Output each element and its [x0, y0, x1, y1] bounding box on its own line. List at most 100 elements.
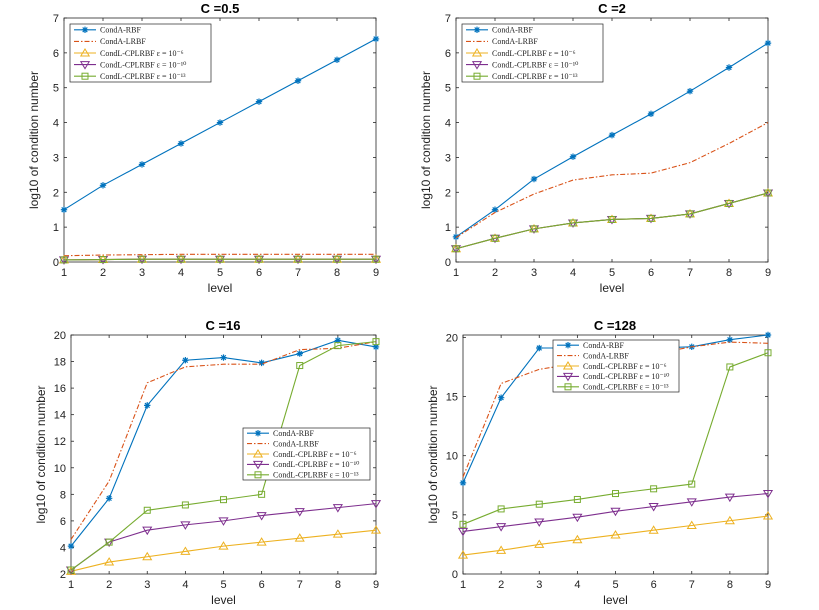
legend-marker	[254, 471, 262, 479]
x-tick-label: 8	[727, 579, 733, 591]
y-tick-label: 3	[53, 152, 59, 164]
legend-marker	[471, 61, 483, 70]
y-tick-label: 6	[60, 516, 66, 528]
data-point	[724, 515, 735, 525]
data-point	[67, 542, 75, 550]
data-point	[725, 199, 733, 207]
series-line	[63, 253, 376, 257]
data-point	[491, 234, 499, 242]
x-tick-label: 8	[726, 267, 732, 279]
data-point	[104, 557, 115, 566]
series-condA_rbf	[67, 337, 380, 550]
y-tick-label: 14	[54, 410, 66, 422]
legend-label: CondL-CPLRBF ε = 10⁻¹³	[273, 471, 359, 480]
data-point	[220, 496, 227, 504]
legend-marker	[79, 48, 91, 57]
data-point	[530, 175, 538, 183]
data-point	[452, 233, 460, 241]
data-point	[60, 256, 68, 264]
legend-label: CondL-CPLRBF ε = 10⁻¹⁰	[492, 60, 578, 69]
data-point	[372, 35, 380, 43]
y-tick-label: 7	[445, 13, 451, 25]
data-point	[764, 331, 772, 339]
x-tick-label: 8	[334, 267, 340, 279]
data-point	[610, 507, 621, 517]
y-tick-label: 5	[445, 83, 451, 95]
series-line	[70, 503, 377, 571]
y-tick-label: 20	[446, 332, 458, 344]
series-condL_eps13	[459, 349, 772, 528]
legend-marker	[252, 449, 264, 458]
x-tick-label: 6	[651, 579, 657, 591]
y-tick-label: 0	[452, 569, 458, 581]
data-point	[144, 402, 151, 409]
data-point	[294, 255, 302, 263]
data-point	[294, 533, 305, 542]
chart-c-128: 1 2 3 4 5 6 7 8 9 0 5 10 15 20 C =128 level log10 of con…	[426, 318, 774, 607]
data-point	[99, 256, 107, 264]
data-point	[686, 88, 694, 95]
y-tick-label: 3	[445, 152, 451, 164]
data-point	[182, 357, 189, 364]
series-condL_eps13	[67, 338, 380, 574]
y-tick-label: 4	[445, 118, 451, 130]
data-point	[459, 479, 467, 487]
y-tick-label: 1	[445, 222, 451, 234]
x-tick-label: 4	[178, 267, 184, 279]
data-point	[686, 520, 697, 529]
x-tick-label: 6	[648, 267, 654, 279]
data-point	[569, 219, 577, 227]
x-tick-label: 2	[106, 579, 112, 591]
data-point	[332, 529, 343, 538]
data-point	[491, 206, 499, 213]
series-condL_eps6	[65, 525, 382, 575]
x-tick-label: 2	[492, 267, 498, 279]
series-condA_lrbf	[455, 122, 769, 239]
data-point	[138, 255, 146, 263]
y-tick-label: 12	[54, 436, 66, 448]
data-point	[60, 206, 68, 213]
legend-label: CondL-CPLRBF ε = 10⁻⁶	[100, 49, 184, 58]
y-tick-label: 16	[54, 383, 66, 395]
legend-label: CondL-CPLRBF ε = 10⁻⁶	[583, 362, 667, 371]
legend-marker	[79, 61, 91, 70]
x-axis-label: level	[211, 593, 236, 607]
chart-title: C =0.5	[201, 1, 240, 16]
legend-label: CondA-LRBF	[583, 351, 629, 360]
y-tick-label: 4	[53, 118, 59, 130]
data-point	[496, 545, 507, 554]
data-point	[256, 512, 267, 521]
x-tick-label: 6	[256, 267, 262, 279]
legend-marker	[252, 460, 264, 470]
data-point	[372, 255, 380, 263]
legend-label: CondL-CPLRBF ε = 10⁻¹³	[492, 72, 578, 81]
legend-marker	[81, 72, 89, 80]
data-point	[569, 153, 577, 160]
data-point	[610, 529, 621, 539]
legend-label: CondL-CPLRBF ε = 10⁻⁶	[273, 450, 357, 459]
data-point	[724, 493, 735, 503]
data-point	[256, 537, 267, 546]
y-tick-label: 2	[445, 187, 451, 199]
x-tick-label: 1	[460, 579, 466, 591]
data-point	[726, 336, 734, 343]
x-tick-label: 5	[609, 267, 615, 279]
data-point	[648, 503, 659, 512]
data-point	[142, 551, 153, 561]
legend-label: CondA-LRBF	[100, 37, 146, 46]
series-line	[462, 515, 769, 556]
x-tick-label: 2	[100, 267, 106, 279]
series-condL_eps13	[452, 189, 772, 253]
y-axis-label: log10 of condition number	[419, 71, 433, 209]
x-tick-label: 7	[687, 267, 693, 279]
data-point	[370, 500, 382, 509]
series-condA_rbf	[452, 39, 772, 241]
series-line	[462, 352, 769, 525]
legend-label: CondL-CPLRBF ε = 10⁻¹⁰	[273, 460, 359, 469]
data-point	[220, 354, 227, 361]
data-point	[333, 56, 341, 64]
